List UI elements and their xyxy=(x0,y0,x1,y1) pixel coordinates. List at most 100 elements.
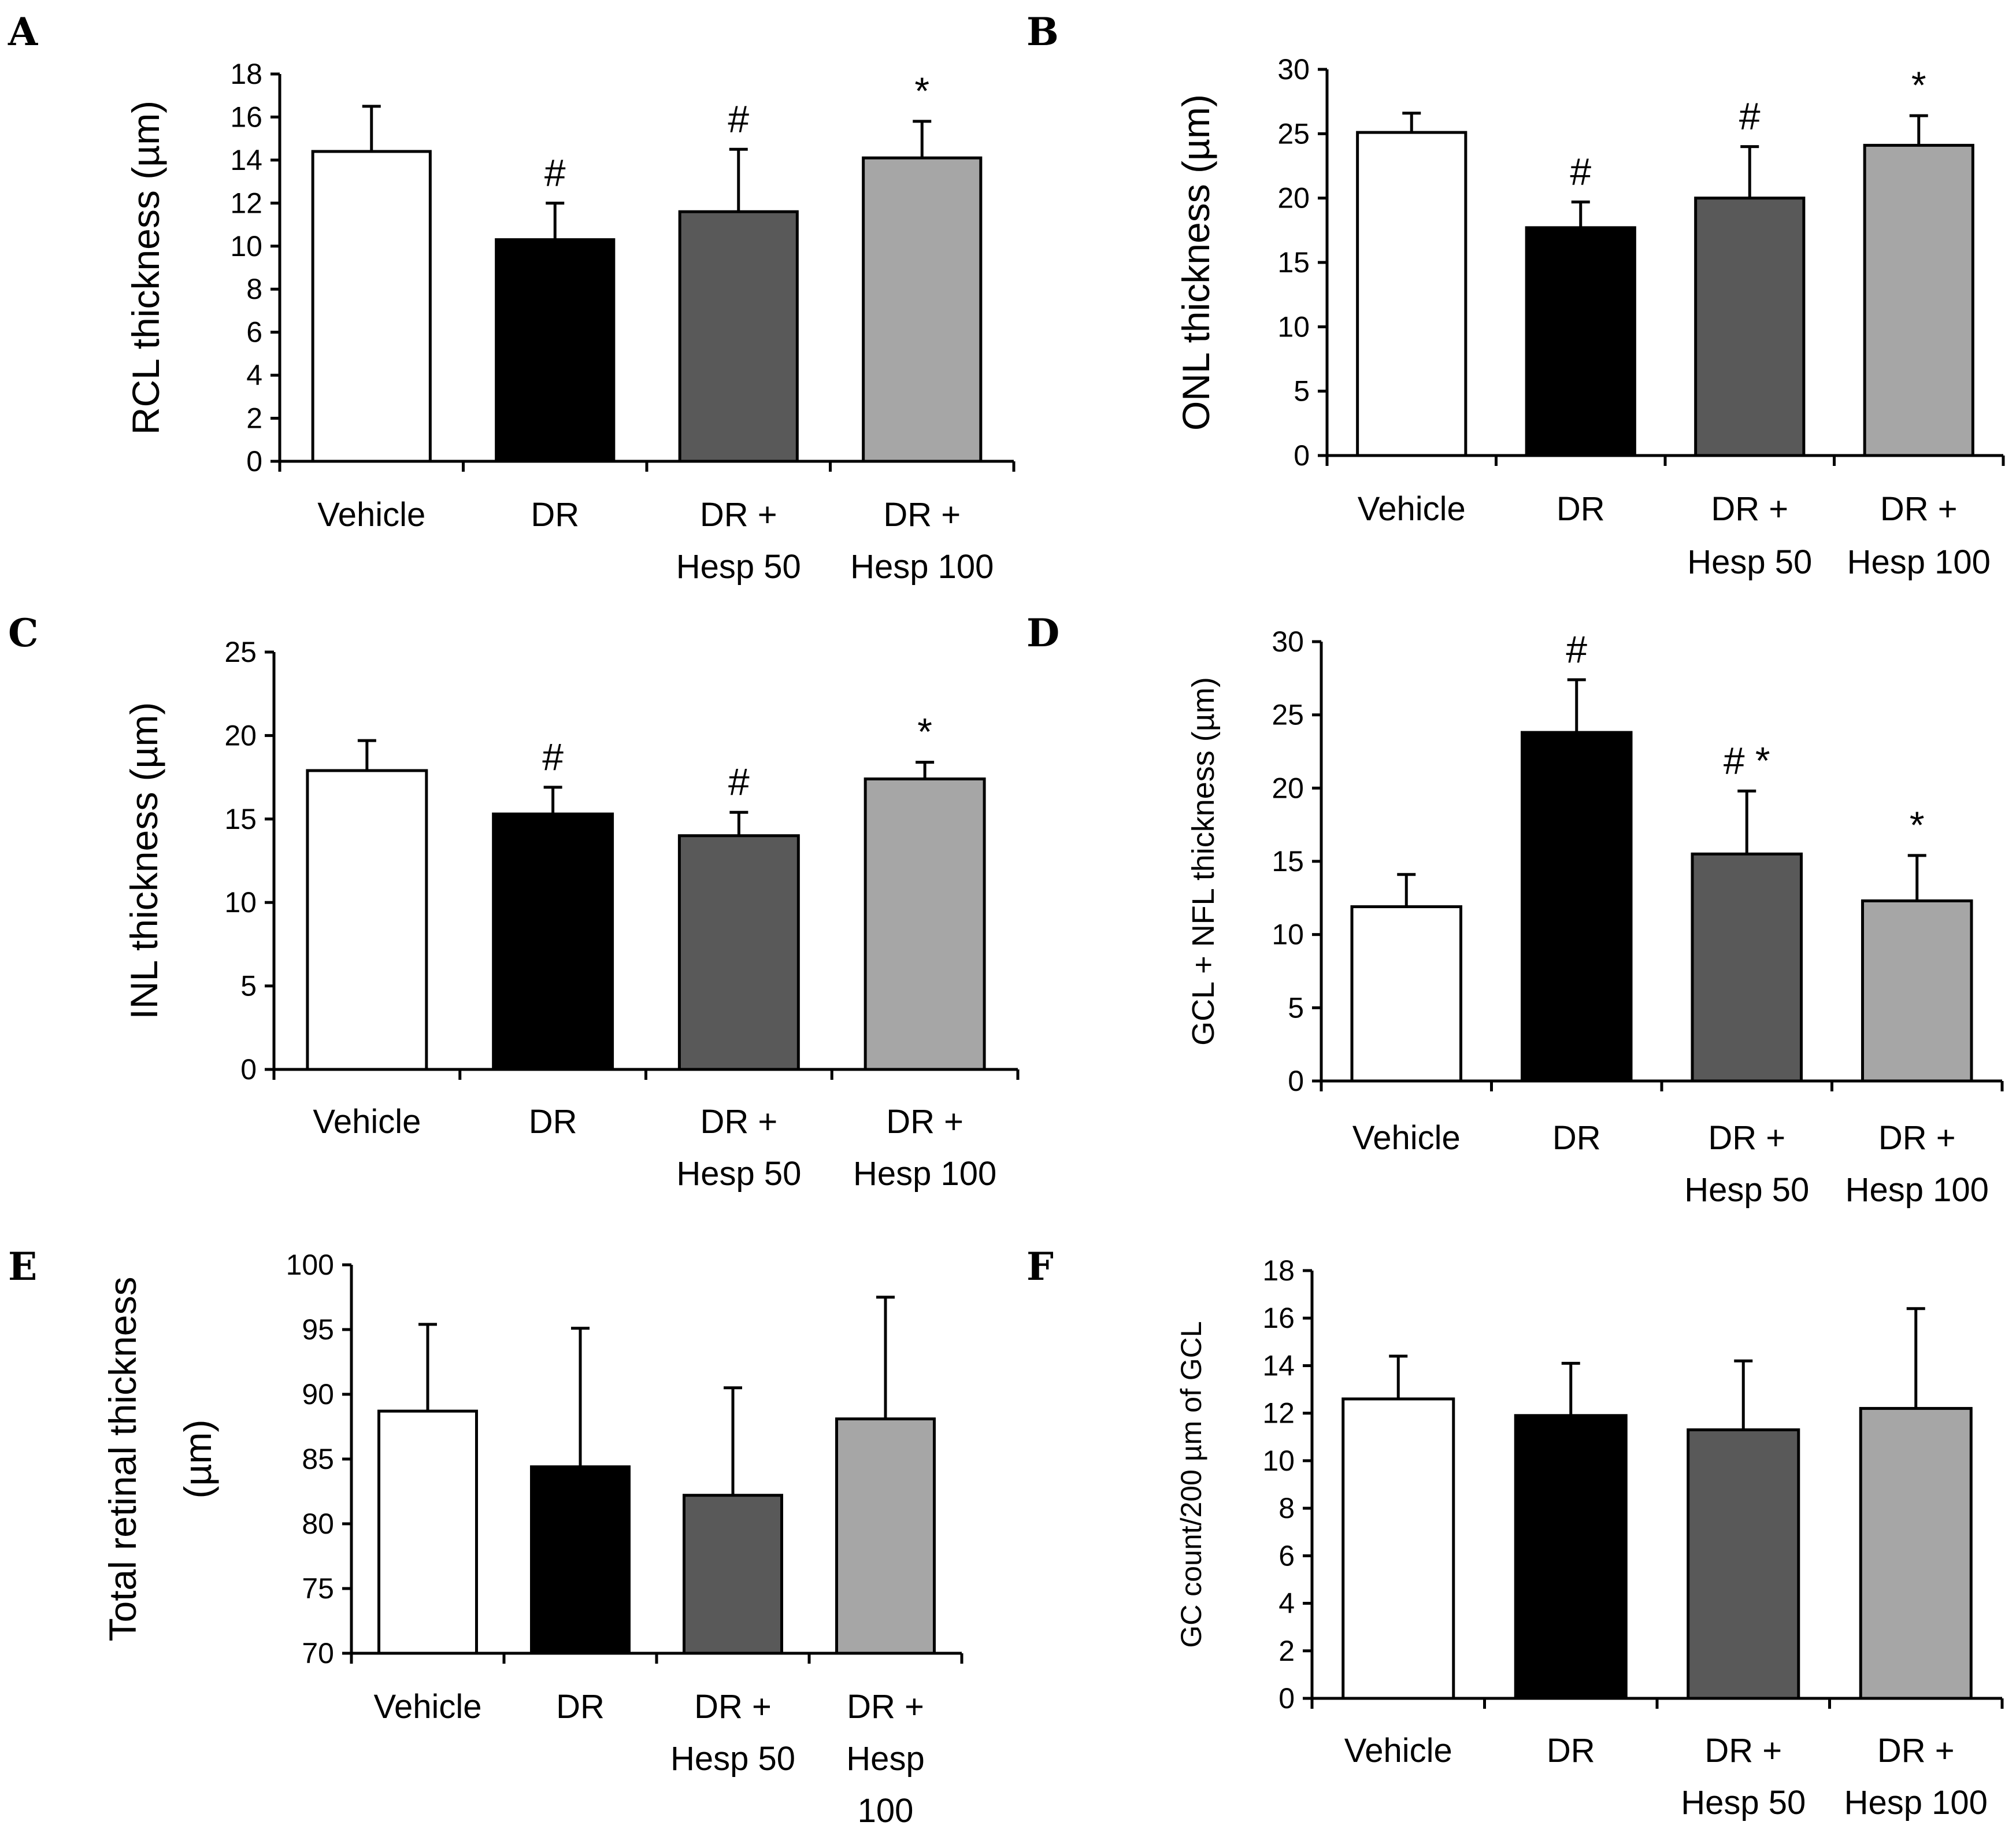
category-label: Vehicle xyxy=(1358,490,1466,528)
y-axis-label: GC count/200 µm of GCL xyxy=(1175,1321,1207,1647)
bar xyxy=(1863,143,1974,457)
bar xyxy=(492,812,614,1071)
y-tick-label: 16 xyxy=(1262,1302,1295,1334)
category-label: Hesp 100 xyxy=(1845,1171,1989,1209)
significance-marker: # xyxy=(1566,628,1587,671)
y-tick-label: 5 xyxy=(1294,375,1310,408)
y-tick-label: 14 xyxy=(1262,1349,1295,1382)
bar xyxy=(864,777,986,1071)
y-axis-label: RCL thickness (µm) xyxy=(124,101,167,435)
significance-marker: # * xyxy=(1724,739,1770,782)
y-tick-label: 15 xyxy=(1277,246,1310,279)
y-tick-label: 6 xyxy=(1278,1539,1295,1572)
category-label: DR xyxy=(1552,1119,1601,1157)
y-tick-label: 8 xyxy=(1278,1492,1295,1524)
y-tick-label: 0 xyxy=(1288,1065,1304,1097)
category-label: Hesp 50 xyxy=(676,1155,801,1193)
y-tick-label: 2 xyxy=(1278,1635,1295,1667)
panel-b: B 0 5 10 15 20 25 30 Vehicle # DR # DR + Hesp 50 * DR +… xyxy=(1026,9,2005,581)
category-label: DR + xyxy=(1877,1732,1955,1769)
category-label: DR + xyxy=(1878,1119,1956,1157)
y-axis-label: GCL + NFL thickness (µm) xyxy=(1186,677,1221,1046)
y-tick-label: 4 xyxy=(1278,1587,1295,1620)
category-label: Vehicle xyxy=(373,1688,481,1726)
y-tick-label: 70 xyxy=(302,1637,334,1669)
y-tick-label: 5 xyxy=(240,970,257,1002)
y-tick-label: 18 xyxy=(1262,1254,1295,1287)
bar xyxy=(1514,1414,1628,1700)
category-label: DR + xyxy=(1880,490,1958,528)
category-label: DR + xyxy=(1708,1119,1785,1157)
category-label: DR + xyxy=(883,496,961,534)
y-tick-label: 75 xyxy=(302,1572,334,1605)
category-label: Hesp 100 xyxy=(1844,1784,1988,1821)
y-tick-label: 25 xyxy=(1277,117,1310,150)
panel-d: D 0 5 10 15 20 25 30 Vehicle # DR # * DR + Hesp 50 * DR… xyxy=(1026,610,2004,1209)
y-tick-label: 100 xyxy=(286,1249,334,1281)
panel-letter: A xyxy=(8,9,38,54)
bar xyxy=(1694,197,1806,457)
panel-letter: E xyxy=(8,1244,37,1289)
bar xyxy=(862,156,983,463)
y-tick-label: 4 xyxy=(246,359,262,391)
panel-letter: C xyxy=(8,610,39,656)
bar xyxy=(1356,131,1467,457)
bar xyxy=(311,150,432,463)
y-tick-label: 25 xyxy=(1272,699,1304,731)
y-tick-label: 8 xyxy=(246,273,262,305)
bar xyxy=(1691,852,1803,1083)
bar xyxy=(530,1465,631,1655)
category-label: DR + xyxy=(1711,490,1788,528)
y-tick-label: 10 xyxy=(1262,1445,1295,1477)
y-tick-label: 30 xyxy=(1277,53,1310,86)
y-tick-label: 2 xyxy=(246,402,262,435)
category-label: DR + xyxy=(700,496,777,534)
category-label: Hesp xyxy=(846,1740,924,1778)
y-axis-label: Total retinal thickness xyxy=(101,1277,144,1642)
panel-c: C 0 5 10 15 20 25 Vehicle # DR # DR + Hesp 50 * DR + He… xyxy=(8,610,1020,1193)
significance-marker: * xyxy=(917,710,932,753)
y-tick-label: 0 xyxy=(1294,439,1310,472)
y-tick-label: 12 xyxy=(1262,1397,1295,1430)
y-tick-label: 14 xyxy=(230,144,262,176)
category-label: DR xyxy=(556,1688,605,1726)
y-tick-label: 6 xyxy=(246,316,262,349)
category-label: Hesp 50 xyxy=(1684,1171,1809,1209)
bar xyxy=(1525,226,1636,457)
y-tick-label: 0 xyxy=(240,1053,257,1086)
panel-a: A 0 2 4 6 8 10 12 14 16 18 Vehicle # DR # DR + Hesp 50 * D… xyxy=(8,9,1016,586)
y-tick-label: 15 xyxy=(1272,845,1304,878)
significance-marker: * xyxy=(1910,804,1925,846)
y-axis-label: (µm) xyxy=(176,1420,219,1499)
bar xyxy=(495,238,616,463)
bar xyxy=(1859,1406,1973,1700)
y-tick-label: 16 xyxy=(230,101,262,133)
significance-marker: * xyxy=(914,69,929,112)
category-label: Hesp 50 xyxy=(1681,1784,1806,1821)
y-axis-label: INL thickness (µm) xyxy=(123,702,165,1019)
category-label: DR + xyxy=(1704,1732,1782,1769)
y-tick-label: 12 xyxy=(230,187,262,219)
panel-e: E 70 75 80 85 90 95 100 Vehicle DR DR + Hesp 50 DR +… xyxy=(8,1244,963,1829)
bar xyxy=(1341,1397,1455,1700)
bar xyxy=(683,1494,783,1655)
y-tick-label: 20 xyxy=(1277,182,1310,214)
bar xyxy=(306,769,428,1071)
category-label: Hesp 50 xyxy=(676,548,801,586)
category-label: Vehicle xyxy=(1352,1119,1461,1157)
bar xyxy=(1350,905,1462,1083)
y-tick-label: 85 xyxy=(302,1443,334,1475)
bar xyxy=(678,210,799,463)
category-label: Hesp 50 xyxy=(670,1740,795,1778)
significance-marker: # xyxy=(728,97,749,140)
y-axis-label: ONL thickness (µm) xyxy=(1174,94,1217,431)
significance-marker: # xyxy=(1739,95,1761,138)
bar xyxy=(1687,1428,1800,1700)
y-tick-label: 10 xyxy=(230,230,262,262)
y-tick-label: 18 xyxy=(230,58,262,90)
y-tick-label: 10 xyxy=(1277,310,1310,343)
y-tick-label: 20 xyxy=(1272,772,1304,804)
category-label: DR + xyxy=(886,1103,963,1141)
significance-marker: # xyxy=(542,735,564,778)
